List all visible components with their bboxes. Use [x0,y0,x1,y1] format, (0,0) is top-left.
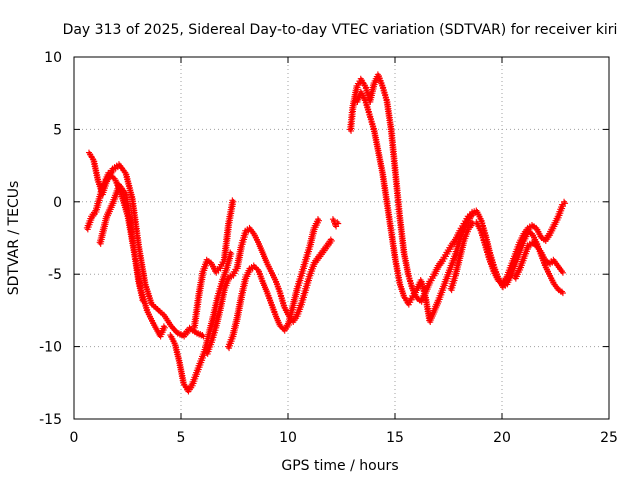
data-point-trace [161,324,168,331]
satellite-track-5 [190,197,237,331]
x-tick-label: 5 [177,430,186,446]
data-point-trace [315,217,322,224]
data-point-trace [559,290,566,297]
y-tick-label: 10 [44,50,62,66]
grid [74,57,609,419]
y-axis-ticks: -15 -10 -5 0 5 10 [39,50,609,428]
data-points [83,71,569,395]
x-axis-ticks: 0 5 10 15 20 25 [70,57,618,446]
y-tick-label: -10 [39,340,62,356]
y-tick-label: -15 [39,412,62,428]
data-point-trace [230,198,237,205]
satellite-track-11 [447,198,569,294]
satellite-track-9 [347,71,477,305]
data-point-trace [328,237,335,244]
x-tick-label: 25 [600,430,618,446]
satellite-track-6 [203,224,335,357]
data-point-trace [562,200,569,207]
y-tick-label: 0 [53,195,62,211]
plot-frame [73,56,610,420]
chart-title: Day 313 of 2025, Sidereal Day-to-day VTE… [63,22,618,38]
satellite-track-7 [225,216,322,352]
satellite-track-4 [167,249,235,395]
x-tick-label: 15 [386,430,404,446]
y-axis-label: SDTVAR / TECUs [6,181,22,296]
satellite-track-8 [329,216,342,230]
data-point-trace [559,269,566,276]
y-tick-label: -5 [48,267,62,283]
x-tick-label: 20 [493,430,511,446]
satellite-track-12 [511,239,566,282]
x-tick-label: 10 [279,430,297,446]
satellite-track-1 [85,149,207,340]
satellite-track-10 [353,88,566,326]
y-tick-label: 5 [53,122,62,138]
x-tick-label: 0 [70,430,79,446]
data-point-trace [140,298,147,305]
data-point-trace [335,220,342,227]
data-point-trace [228,250,235,257]
satellite-track-3 [96,181,147,305]
x-axis-label: GPS time / hours [281,458,398,474]
